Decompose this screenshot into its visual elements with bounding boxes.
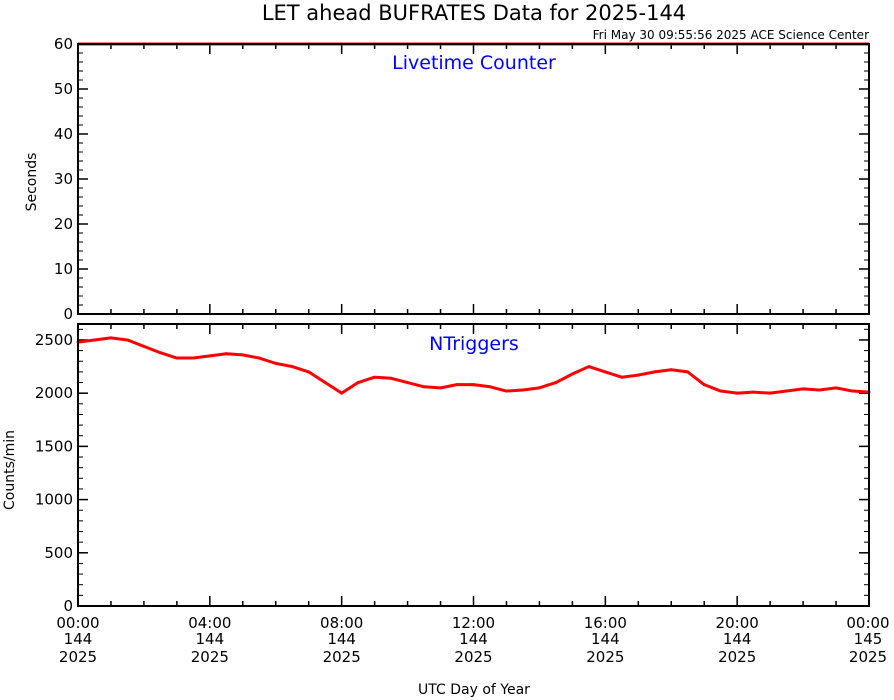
ntriggers-data-point [653,370,657,374]
ntriggers-y-tick-label: 0 [63,597,73,615]
ntriggers-data-point [274,361,278,365]
ntriggers-data-point [785,389,789,393]
ntriggers-data-point [851,389,855,393]
x-tick-label-year: 2025 [191,648,229,666]
ntriggers-data-point [224,352,228,356]
livetime-y-tick-label: 50 [54,80,73,98]
ntriggers-data-point [587,365,591,369]
livetime-y-tick-label: 10 [54,260,73,278]
ntriggers-y-tick-label: 2500 [35,331,73,349]
ntriggers-data-point [406,381,410,385]
x-tick-label-doy: 144 [723,630,752,648]
ntriggers-data-point [125,338,129,342]
ntriggers-data-point [834,386,838,390]
x-tick-label-doy: 144 [327,630,356,648]
ntriggers-data-point [603,370,607,374]
x-tick-label-year: 2025 [323,648,361,666]
x-tick-label-time: 20:00 [716,614,759,632]
x-tick-label-doy: 144 [196,630,225,648]
ntriggers-data-point [109,336,113,340]
ntriggers-data-point [422,385,426,389]
x-tick-label-doy: 145 [854,630,883,648]
ntriggers-data-point [570,372,574,376]
ntriggers-panel-title: NTriggers [429,333,519,355]
ntriggers-ticks [77,324,870,607]
x-tick-labels: 00:00144202504:00144202508:00144202512:0… [56,614,889,666]
ntriggers-y-tick-label: 1500 [35,437,73,455]
x-axis-label: UTC Day of Year [418,682,530,698]
ntriggers-data-point [158,351,162,355]
x-tick-label-year: 2025 [454,648,492,666]
ntriggers-data-point [686,370,690,374]
ntriggers-data-point [356,381,360,385]
ntriggers-data-point [554,381,558,385]
x-tick-label-time: 00:00 [56,614,99,632]
timestamp: Fri May 30 09:55:56 2025 ACE Science Cen… [593,28,869,42]
livetime-plot-frame [77,43,870,315]
ntriggers-data-point [323,381,327,385]
ntriggers-data-point [818,388,822,392]
ntriggers-series [76,336,871,395]
ntriggers-data-point [208,354,212,358]
ntriggers-data-point [488,385,492,389]
livetime-y-tick-label: 0 [63,305,73,323]
ntriggers-data-point [702,383,706,387]
ntriggers-data-point [92,338,96,342]
x-tick-label-doy: 144 [591,630,620,648]
ntriggers-y-axis-label: Counts/min [2,430,18,510]
ntriggers-data-point [669,368,673,372]
livetime-y-tick-label: 60 [54,35,73,53]
figure-title: LET ahead BUFRATES Data for 2025-144 [262,1,686,25]
ntriggers-data-point [439,386,443,390]
ntriggers-data-point [537,386,541,390]
ntriggers-data-point [290,365,294,369]
ntriggers-data-point [389,376,393,380]
livetime-y-tick-label: 20 [54,215,73,233]
x-tick-label-doy: 144 [459,630,488,648]
ntriggers-data-point [472,383,475,387]
ntriggers-data-point [801,387,805,391]
x-tick-label-year: 2025 [718,648,756,666]
x-tick-label-year: 2025 [59,648,97,666]
ntriggers-data-point [768,391,772,395]
ntriggers-plot-frame [77,323,870,607]
ntriggers-y-tick-label: 1000 [35,491,73,509]
livetime-y-tick-labels: 0 10 20 30 40 50 60 [54,35,73,323]
ntriggers-data-point [175,356,179,360]
x-tick-label-year: 2025 [849,648,887,666]
x-tick-label-time: 16:00 [584,614,627,632]
x-tick-label-year: 2025 [586,648,624,666]
ntriggers-data-point [241,353,245,357]
livetime-y-axis-label: Seconds [24,153,40,212]
ntriggers-data-point [620,375,624,379]
x-tick-label-time: 08:00 [320,614,363,632]
ntriggers-data-point [504,389,508,393]
ntriggers-data-point [752,390,756,394]
ntriggers-data-point [735,391,739,395]
ntriggers-y-tick-label: 500 [44,544,73,562]
ntriggers-data-point [636,373,640,377]
livetime-y-tick-label: 40 [54,125,73,143]
ntriggers-panel: 0 500 1000 1500 2000 2500 NTriggers Counts/mi… [2,323,871,615]
ntriggers-data-point [142,344,146,348]
ntriggers-data-point [340,391,344,395]
ntriggers-y-tick-labels: 0 500 1000 1500 2000 2500 [35,331,73,615]
x-tick-label-time: 12:00 [452,614,495,632]
ntriggers-data-point [373,375,377,379]
livetime-y-tick-label: 30 [54,170,73,188]
livetime-ticks [77,43,870,315]
ntriggers-data-point [455,383,459,387]
ntriggers-data-point [307,370,311,374]
livetime-panel: 0 10 20 30 40 50 60 Livetime Counter Seconds [24,35,870,323]
x-tick-label-time: 04:00 [188,614,231,632]
ntriggers-data-point [521,388,525,392]
x-tick-label-time: 00:00 [846,614,889,632]
x-tick-label-doy: 144 [64,630,93,648]
livetime-panel-title: Livetime Counter [392,52,556,74]
ntriggers-y-tick-label: 2000 [35,384,73,402]
ntriggers-data-point [191,356,195,360]
ntriggers-data-point [257,356,261,360]
ntriggers-data-point [719,389,723,393]
